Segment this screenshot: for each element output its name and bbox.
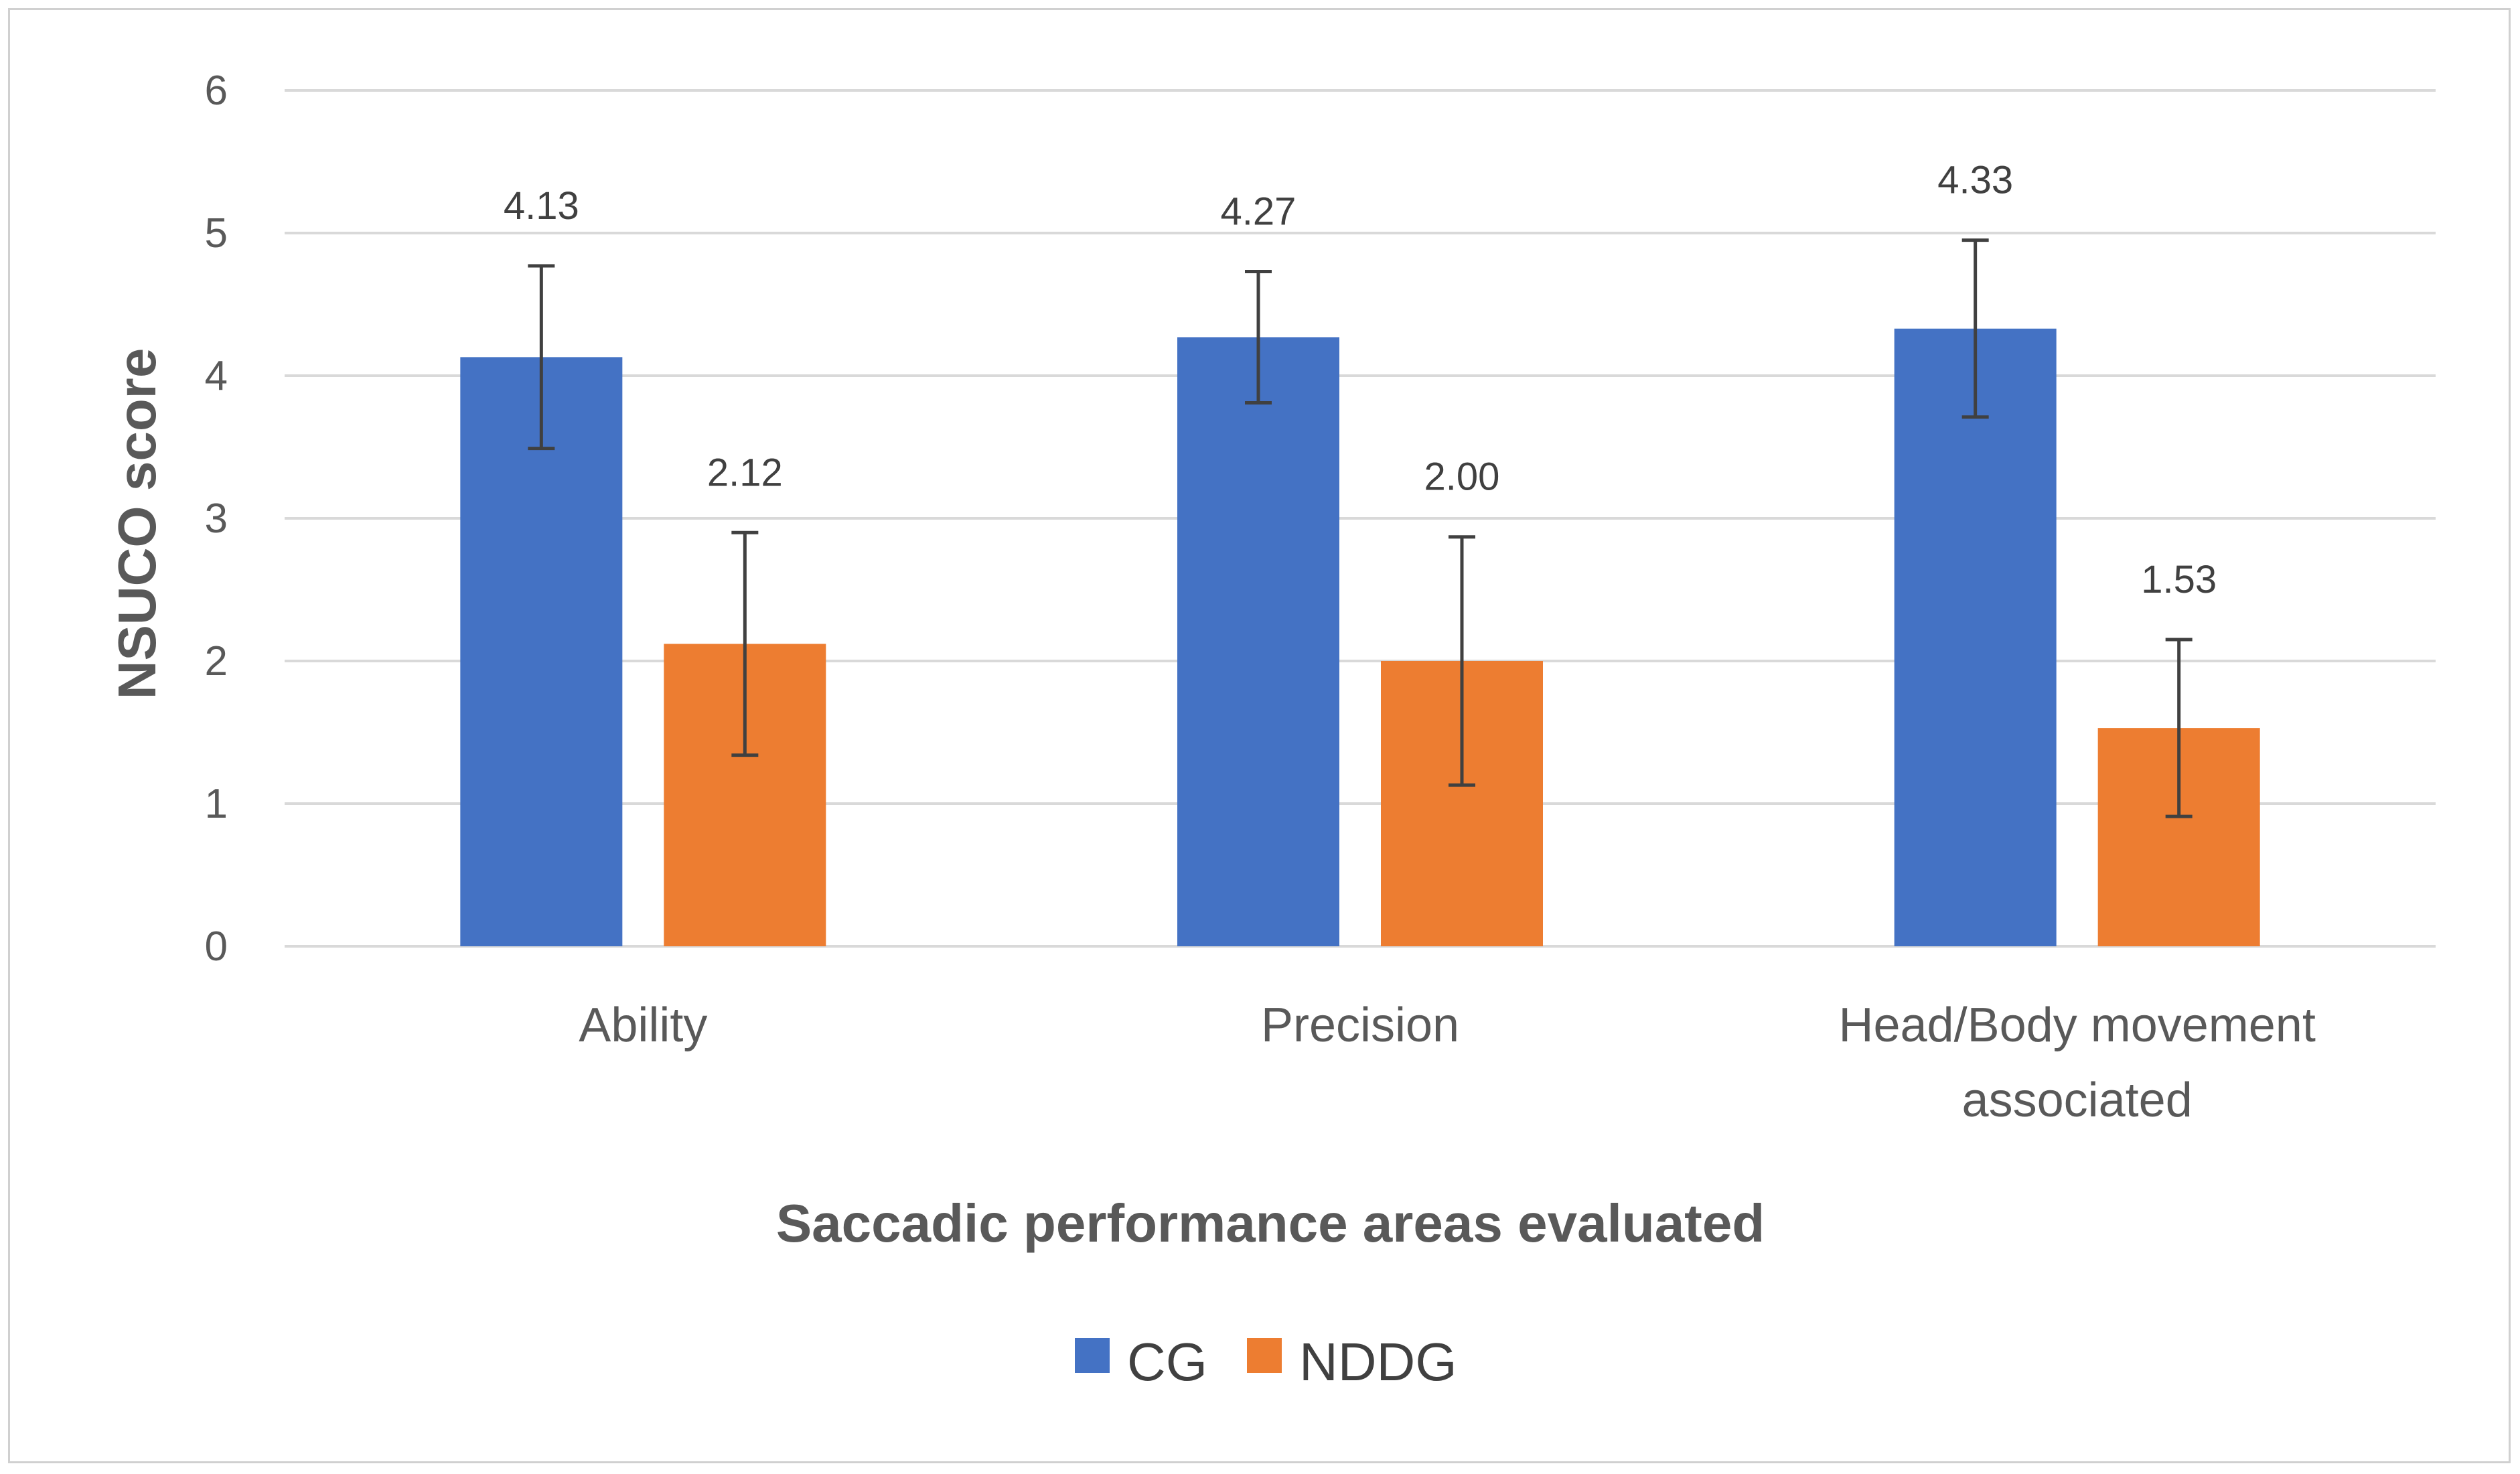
legend-label: NDDG — [1299, 1332, 1457, 1392]
legend-item-cg: CG — [1075, 1332, 1207, 1392]
bars — [460, 328, 2260, 947]
error-bars — [528, 238, 2193, 818]
y-tick-label: 2 — [205, 638, 228, 684]
legend-item-nddg: NDDG — [1247, 1332, 1457, 1392]
y-tick-label: 5 — [205, 210, 228, 256]
error-bar-nddg-0 — [731, 530, 759, 757]
y-tick-label: 1 — [205, 781, 228, 827]
x-category-label-0: Ability — [579, 999, 707, 1052]
legend: CG NDDG — [1075, 1332, 1457, 1392]
legend-label: CG — [1127, 1332, 1207, 1392]
y-tick-label: 0 — [205, 924, 228, 970]
bar-cg-0 — [460, 357, 623, 946]
data-labels: 4.13 2.12 4.27 2.00 4.33 1.53 — [504, 159, 2217, 601]
data-label-nddg-0: 2.12 — [707, 451, 783, 494]
data-label-cg-1: 4.27 — [1221, 190, 1296, 234]
error-bar-cg-2 — [1961, 238, 1989, 419]
y-tick-label: 6 — [205, 68, 228, 114]
data-label-nddg-1: 2.00 — [1424, 455, 1500, 499]
x-category-label-2: Head/Body movement associated — [1838, 999, 2315, 1127]
legend-swatch — [1075, 1338, 1110, 1373]
bar-cg-2 — [1894, 328, 2057, 947]
error-bar-nddg-1 — [1449, 535, 1475, 787]
gridlines — [285, 89, 2436, 948]
y-axis-ticks: 0 1 2 3 4 5 6 — [205, 68, 228, 970]
y-axis-title: NSUCO score — [107, 348, 167, 700]
legend-swatch — [1247, 1338, 1282, 1373]
y-tick-label: 3 — [205, 496, 228, 542]
data-label-nddg-2: 1.53 — [2141, 558, 2217, 601]
error-bar-cg-0 — [528, 264, 555, 451]
data-label-cg-2: 4.33 — [1937, 159, 2013, 202]
y-tick-label: 4 — [205, 353, 228, 399]
x-axis-categories: Ability Precision Head/Body movement associ… — [579, 999, 2316, 1127]
error-bar-nddg-2 — [2165, 638, 2193, 818]
data-label-cg-0: 4.13 — [504, 184, 579, 228]
bar-cg-1 — [1177, 337, 1339, 946]
x-category-label-1: Precision — [1261, 999, 1459, 1052]
error-bar-cg-1 — [1245, 270, 1272, 404]
x-axis-title: Saccadic performance areas evaluated — [776, 1193, 1765, 1253]
